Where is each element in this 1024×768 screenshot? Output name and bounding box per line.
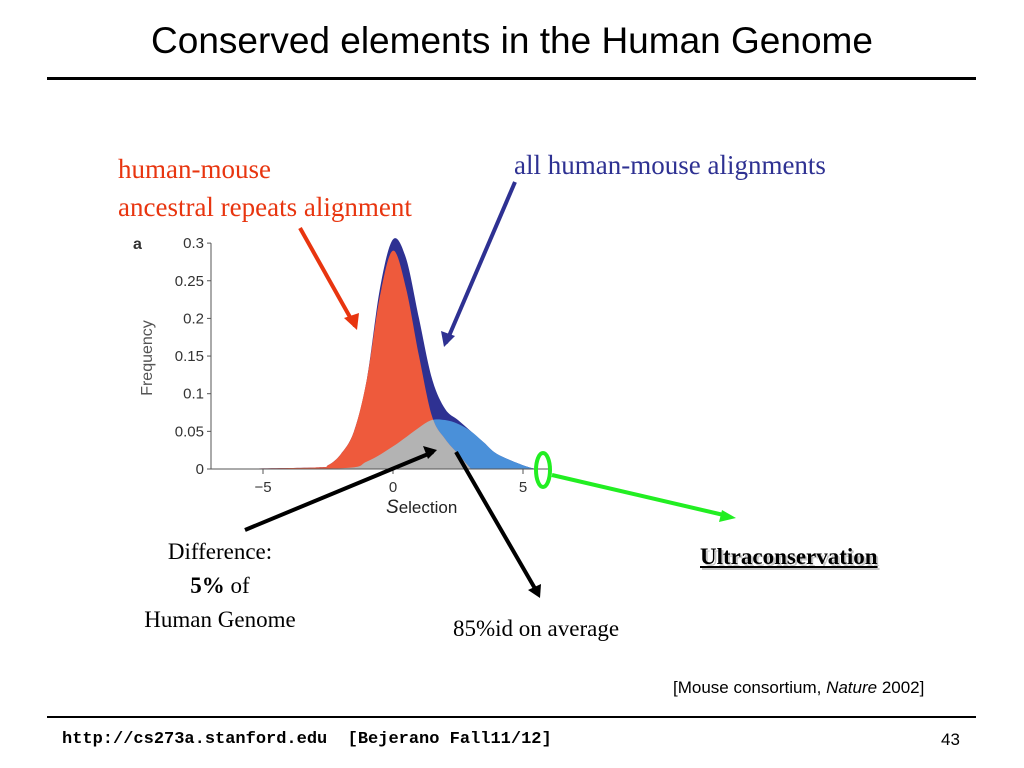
difference-percent: 5% — [190, 573, 225, 598]
difference-line1: Difference: — [167, 539, 273, 564]
red-arrow-shaft — [298, 227, 357, 327]
difference-line3: Human Genome — [144, 607, 296, 632]
blue-arrow-shaft — [444, 181, 517, 344]
average-arrow-shaft — [454, 450, 539, 594]
average-arrow-head — [528, 584, 541, 598]
ancestral-repeats-label-line1: human-mouse — [118, 154, 271, 184]
difference-label: Difference: 5% of Human Genome — [120, 535, 320, 637]
blue-arrow-head — [441, 331, 455, 347]
x-tick-label: −5 — [254, 479, 271, 496]
average-identity-label: 85%id on average — [453, 616, 620, 641]
x-axis-label-first: S — [386, 497, 399, 518]
x-axis-label: Selection — [386, 497, 457, 518]
red-arrow-head — [344, 313, 359, 330]
citation: [Mouse consortium, Nature 2002] — [673, 678, 924, 698]
citation-journal: Nature — [826, 678, 878, 697]
citation-suffix: 2002] — [877, 678, 925, 697]
green-arrow-head — [719, 510, 736, 522]
ancestral-repeats-label-line2: ancestral repeats alignment — [118, 192, 412, 222]
x-axis-label-rest: election — [399, 498, 458, 517]
y-axis-label: Frequency — [139, 320, 156, 396]
area-ancestral-repeats — [211, 250, 471, 469]
x-tick-label: 5 — [519, 479, 527, 496]
ultraconservation-label: Ultraconservation — [700, 544, 878, 569]
y-tick-label: 0 — [196, 461, 204, 478]
chart-axes: −5 0 5 0 0.05 0.1 0.15 0.2 0.25 0.3 — [175, 235, 549, 496]
y-tick-label: 0.1 — [183, 386, 204, 403]
panel-letter: a — [133, 236, 142, 253]
y-tick-label: 0.2 — [183, 310, 204, 327]
title-divider — [47, 77, 976, 80]
all-alignments-label: all human-mouse alignments — [514, 150, 826, 180]
plot-areas — [211, 238, 536, 469]
x-tick-label: 0 — [389, 479, 397, 496]
footer-divider — [47, 716, 976, 718]
citation-prefix: [Mouse consortium, — [673, 678, 827, 697]
y-tick-label: 0.25 — [175, 273, 204, 290]
slide-title: Conserved elements in the Human Genome — [151, 20, 873, 61]
ancestral-repeats-label: human-mouse ancestral repeats alignment — [118, 150, 412, 226]
page-number: 43 — [941, 730, 960, 749]
y-tick-label: 0.15 — [175, 348, 204, 365]
ultraconservation-ellipse — [534, 451, 552, 489]
difference-arrow-head — [423, 446, 437, 459]
green-arrow-shaft — [551, 473, 729, 518]
footer-url: http://cs273a.stanford.edu [Bejerano Fal… — [62, 730, 552, 749]
y-tick-label: 0.3 — [183, 235, 204, 252]
difference-of: of — [230, 573, 250, 598]
difference-line2: 5% of — [120, 569, 320, 603]
y-tick-label: 0.05 — [175, 423, 204, 440]
difference-arrow-shaft — [244, 450, 434, 532]
